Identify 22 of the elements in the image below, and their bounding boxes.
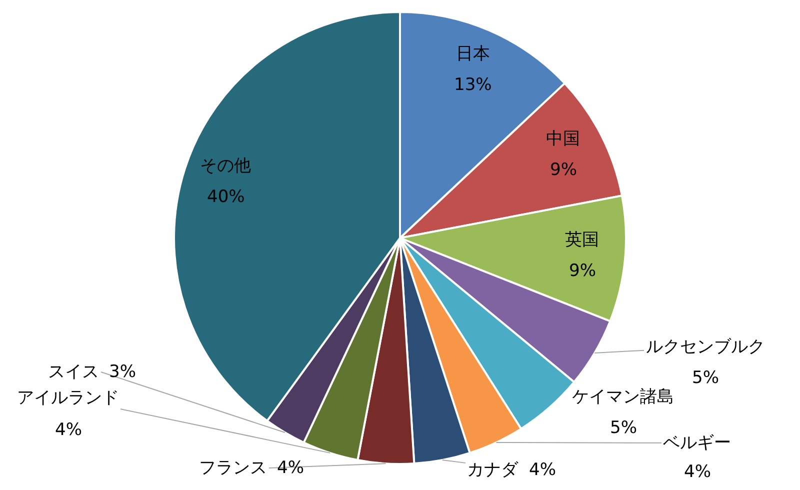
data-label: 5%	[610, 418, 637, 438]
data-label: 13%	[454, 75, 492, 95]
slice-label: ルクセンブルク	[646, 337, 765, 357]
slice-label: 中国	[546, 129, 580, 149]
data-label: 9%	[569, 261, 596, 281]
slice-label: ベルギー	[663, 433, 731, 453]
slice-label: カナダ	[467, 460, 519, 480]
slice-label: フランス	[199, 458, 267, 478]
data-label: 40%	[207, 187, 245, 207]
data-label: 4%	[529, 460, 556, 480]
slice-label: スイス	[48, 362, 99, 382]
slice-label: アイルランド	[17, 388, 119, 408]
slice-label: 日本	[456, 44, 490, 64]
slice-label: 英国	[565, 230, 599, 250]
data-label: 4%	[55, 420, 82, 440]
data-label: 3%	[109, 362, 136, 382]
slice-label: ケイマン諸島	[572, 387, 674, 407]
data-label: 4%	[277, 458, 304, 478]
data-label: 9%	[550, 160, 577, 180]
data-label: 5%	[692, 368, 719, 388]
slice-label: その他	[200, 156, 251, 176]
data-label: 4%	[684, 462, 711, 482]
